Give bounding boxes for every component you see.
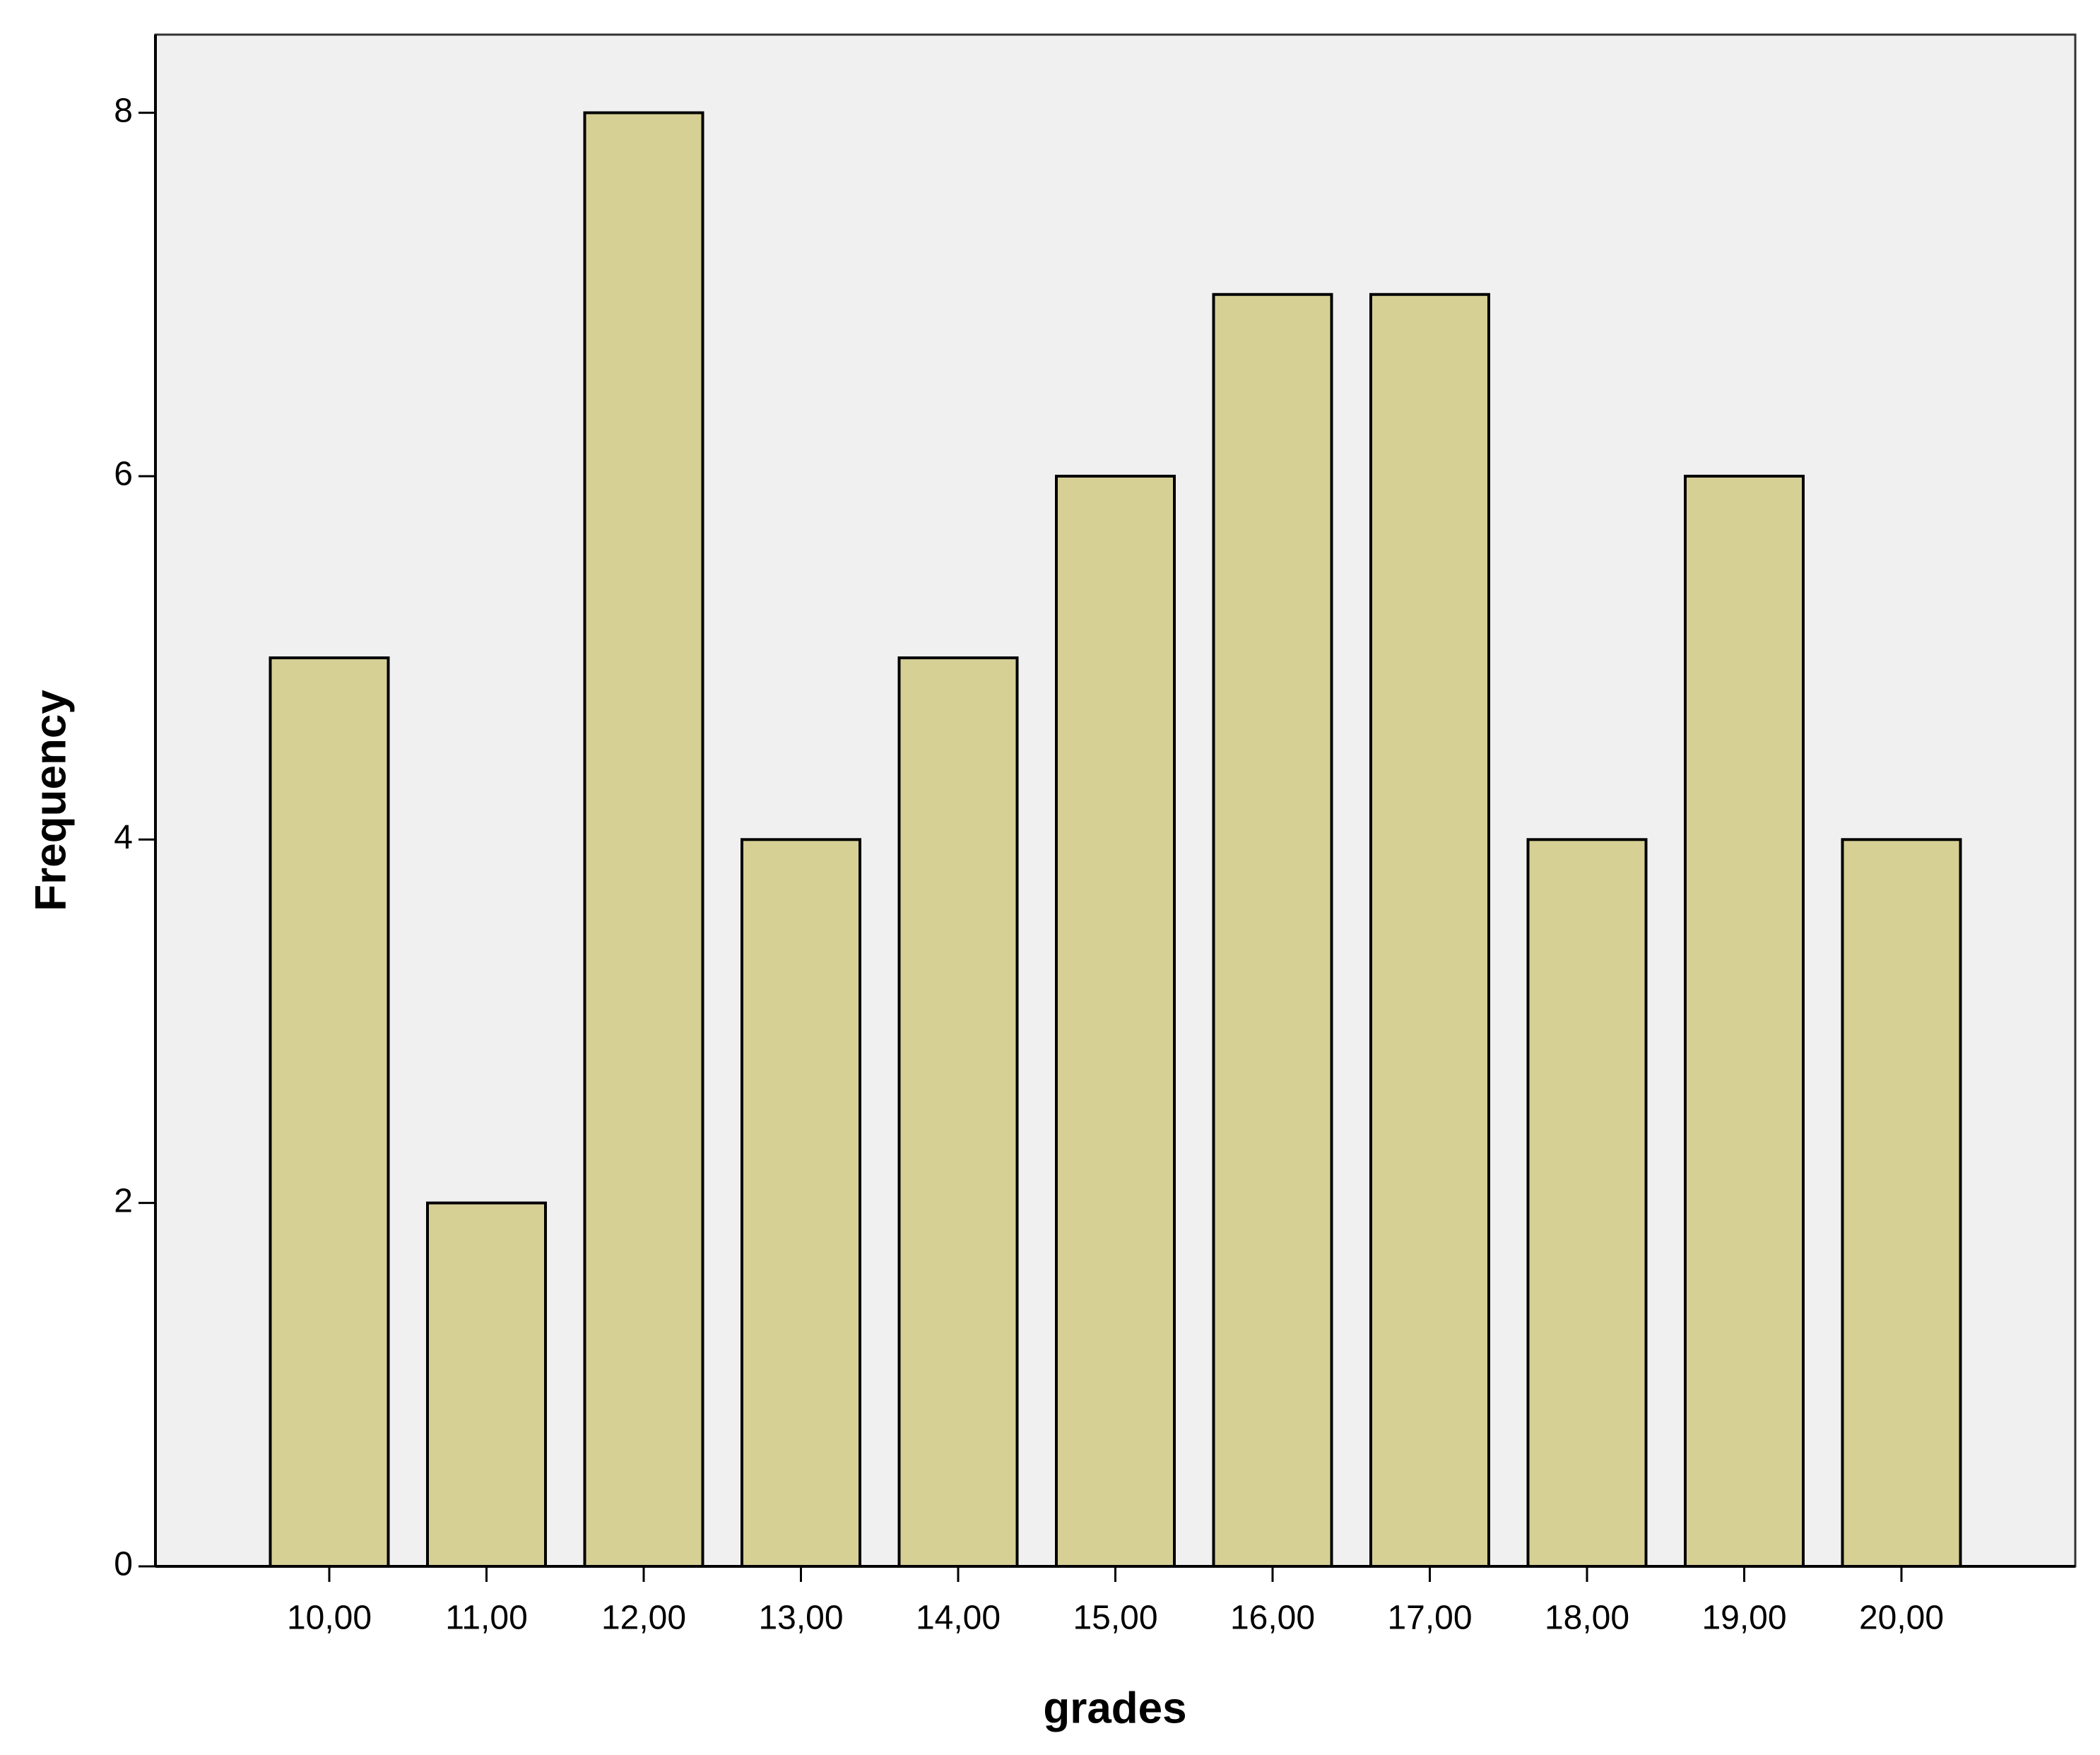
y-tick-label: 6 [114, 456, 133, 493]
x-tick-label: 15,00 [1073, 1600, 1157, 1637]
x-tick-label: 19,00 [1701, 1600, 1786, 1637]
x-tick-label: 13,00 [758, 1600, 843, 1637]
bar [583, 111, 704, 1568]
bar [741, 838, 861, 1568]
y-tick-label: 2 [114, 1182, 133, 1219]
y-axis-title: Frequency [26, 690, 75, 911]
bar [1369, 292, 1490, 1568]
x-tick-label: 18,00 [1545, 1600, 1629, 1637]
y-tick-label: 8 [114, 92, 133, 129]
x-tick-label: 10,00 [287, 1600, 372, 1637]
x-tick-label: 12,00 [601, 1600, 686, 1637]
x-tick-label: 16,00 [1230, 1600, 1315, 1637]
bar [426, 1201, 547, 1568]
bar [1684, 474, 1805, 1568]
bar [1841, 838, 1962, 1568]
x-tick-label: 17,00 [1387, 1600, 1472, 1637]
bar [1212, 292, 1333, 1568]
y-tick-label: 0 [114, 1546, 133, 1583]
bar [897, 656, 1019, 1568]
bar [1055, 474, 1176, 1568]
x-tick-label: 20,00 [1859, 1600, 1944, 1637]
bar [1526, 838, 1648, 1568]
x-axis-title: grades [1043, 1684, 1186, 1732]
x-tick-label: 14,00 [916, 1600, 1001, 1637]
bar [269, 656, 390, 1568]
x-tick-label: 11,00 [445, 1600, 528, 1637]
y-tick-label: 4 [114, 819, 133, 856]
